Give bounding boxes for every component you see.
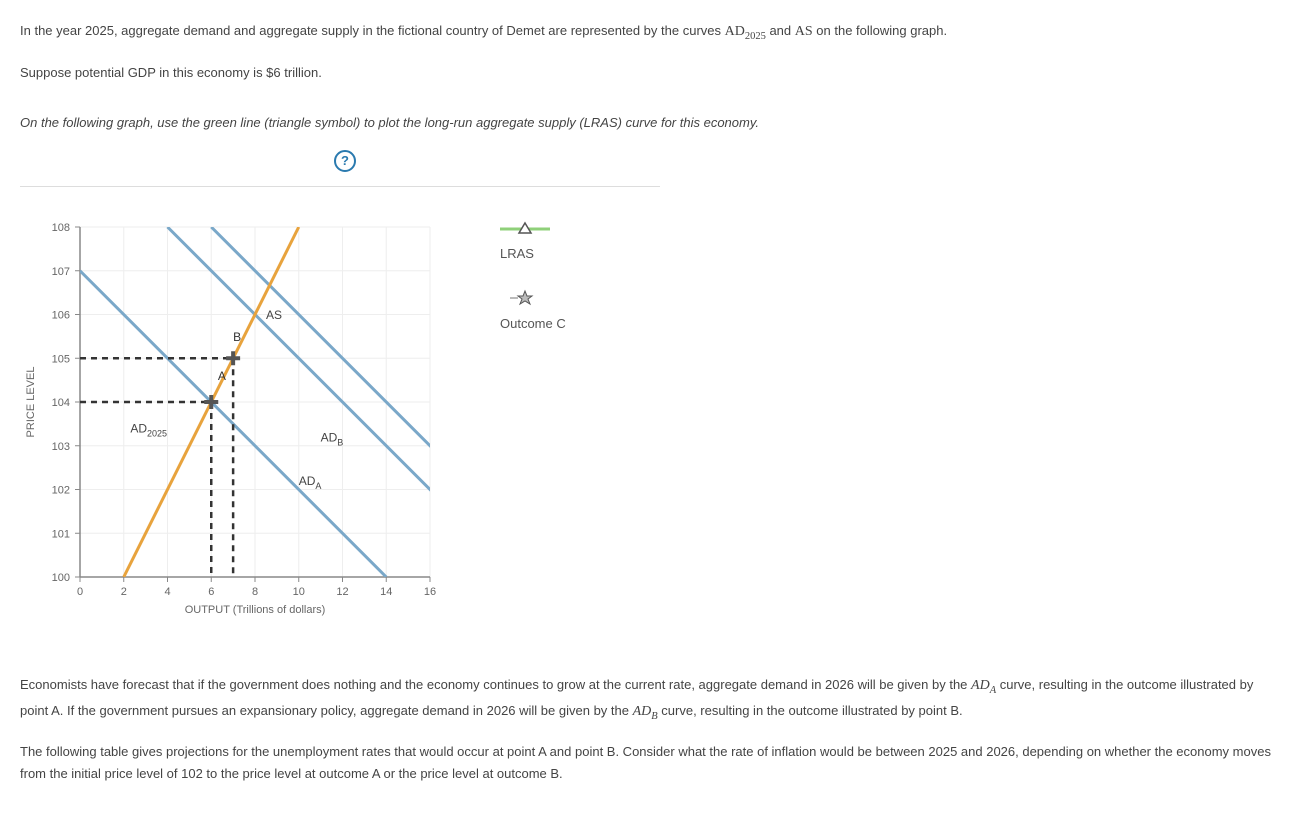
legend-lras[interactable]: LRAS: [500, 221, 566, 265]
var-as: AS: [795, 24, 813, 39]
instruction-paragraph: On the following graph, use the green li…: [20, 112, 1279, 134]
svg-text:8: 8: [252, 586, 258, 598]
chart-svg-container[interactable]: 0 2 4 6 8 10 12 14 16 100 101 102 103 104 105 106 107 108…: [20, 217, 440, 624]
legend-outcome-c[interactable]: Outcome C: [500, 289, 566, 335]
svg-text:OUTPUT (Trillions of dollars): OUTPUT (Trillions of dollars): [185, 604, 326, 616]
var-adB: ADB: [633, 704, 658, 719]
svg-text:12: 12: [336, 586, 348, 598]
svg-text:B: B: [233, 330, 241, 344]
help-icon[interactable]: ?: [334, 150, 356, 172]
svg-text:10: 10: [293, 586, 305, 598]
outcome-c-label: Outcome C: [500, 313, 566, 335]
svg-text:2: 2: [121, 586, 127, 598]
intro-paragraph-1: In the year 2025, aggregate demand and a…: [20, 20, 1279, 46]
outcome-c-symbol[interactable]: [500, 289, 566, 307]
intro-paragraph-2: Suppose potential GDP in this economy is…: [20, 62, 1279, 84]
svg-text:AS: AS: [266, 308, 282, 322]
svg-text:ADB: ADB: [321, 430, 344, 447]
body-paragraph-1: Economists have forecast that if the gov…: [20, 674, 1279, 725]
intro-text-1a: In the year 2025, aggregate demand and a…: [20, 23, 725, 38]
svg-text:PRICE LEVEL: PRICE LEVEL: [25, 366, 37, 437]
intro-text-1c: on the following graph.: [813, 23, 947, 38]
svg-text:102: 102: [52, 484, 70, 496]
svg-text:105: 105: [52, 353, 70, 365]
svg-text:108: 108: [52, 222, 70, 234]
svg-text:6: 6: [208, 586, 214, 598]
intro-text-1b: and: [766, 23, 795, 38]
var-adA: ADA: [971, 678, 996, 693]
body-text-4a: Economists have forecast that if the gov…: [20, 677, 971, 692]
body-text-4c: curve, resulting in the outcome illustra…: [658, 703, 963, 718]
svg-text:A: A: [218, 369, 226, 383]
legend-column: LRAS Outcome C: [500, 217, 566, 359]
var-ad2025: AD2025: [725, 24, 766, 39]
svg-text:AD2025: AD2025: [130, 422, 167, 439]
svg-text:107: 107: [52, 266, 70, 278]
svg-text:14: 14: [380, 586, 392, 598]
svg-text:106: 106: [52, 309, 70, 321]
body-paragraph-2: The following table gives projections fo…: [20, 741, 1279, 785]
divider-line: [20, 186, 660, 187]
svg-text:104: 104: [52, 397, 70, 409]
svg-text:4: 4: [164, 586, 170, 598]
svg-text:16: 16: [424, 586, 436, 598]
svg-text:ADA: ADA: [299, 474, 322, 491]
svg-text:0: 0: [77, 586, 83, 598]
lras-symbol[interactable]: [500, 221, 566, 237]
lras-label: LRAS: [500, 243, 566, 265]
svg-text:103: 103: [52, 441, 70, 453]
svg-text:100: 100: [52, 572, 70, 584]
svg-text:101: 101: [52, 528, 70, 540]
chart-area: 0 2 4 6 8 10 12 14 16 100 101 102 103 104 105 106 107 108…: [20, 217, 1279, 624]
chart-svg[interactable]: 0 2 4 6 8 10 12 14 16 100 101 102 103 104 105 106 107 108…: [20, 217, 440, 617]
